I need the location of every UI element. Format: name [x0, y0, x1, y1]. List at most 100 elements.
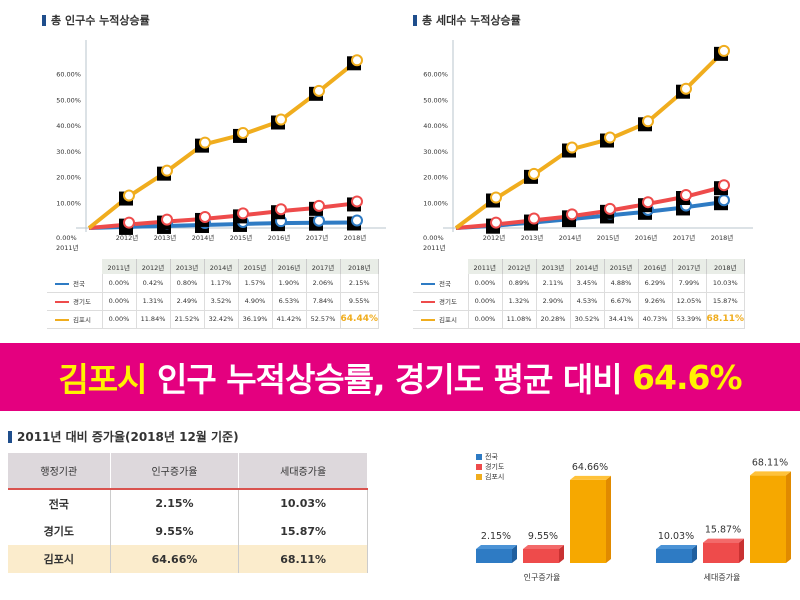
year-header: 2015년 — [238, 259, 273, 274]
table-cell: 1.32% — [502, 292, 537, 311]
table-cell: 0.00% — [468, 292, 503, 311]
bar-side — [692, 545, 697, 563]
table-cell: 1.17% — [204, 274, 239, 293]
bar-front — [703, 542, 739, 563]
year-header: 2011년 — [102, 259, 137, 274]
legend-line-icon — [55, 319, 69, 321]
data-point — [199, 210, 211, 223]
header-population-rate: 인구증가율 — [110, 453, 240, 490]
data-point — [528, 167, 540, 180]
data-point — [642, 115, 654, 128]
data-point — [351, 195, 363, 208]
table-cell: 6.29% — [638, 274, 673, 293]
legend-line-icon — [55, 282, 69, 285]
row-household-rate: 68.11% — [238, 545, 368, 573]
table-cell: 0.89% — [502, 274, 537, 293]
bar-front — [570, 479, 606, 563]
table-row: 경기도 0.00% 1.31% 2.49% 3.52% 4.90% 6.53% 7.84% 9.… — [47, 292, 379, 311]
data-point — [490, 191, 502, 204]
year-header: 2012년 — [502, 259, 537, 274]
table-cell: 7.84% — [306, 292, 341, 311]
table-cell: 1.57% — [238, 274, 273, 293]
bar-top — [656, 545, 697, 549]
year-header: 2016년 — [638, 259, 673, 274]
data-point — [680, 189, 692, 202]
summary-table: 행정기관 인구증가율 세대증가율 전국 2.15% 10.03% 경기도 9.5… — [8, 453, 368, 573]
household-chart-title: 총 세대수 누적상승률 — [413, 12, 521, 28]
x-tick-label: 2015년 — [230, 233, 253, 242]
data-point — [566, 141, 578, 154]
table-cell: 10.03% — [706, 274, 745, 293]
y-tick-label: 10.00% — [423, 199, 448, 207]
data-point — [642, 196, 654, 209]
table-cell: 36.19% — [238, 310, 273, 329]
category-label: 인구증가율 — [524, 572, 561, 582]
x-tick-label: 2017년 — [306, 233, 329, 242]
population-line-chart: 10.00% 20.00% 30.00% 40.00% 50.00% 60.00% 0.00… — [56, 40, 386, 252]
data-point — [680, 82, 692, 95]
data-point — [604, 131, 616, 144]
bar-front — [476, 549, 512, 563]
series-label: 경기도 — [413, 292, 469, 311]
headline-banner: 김포시 인구 누적상승률, 경기도 평균 대비 64.6% — [0, 343, 800, 411]
y-tick-label: 30.00% — [56, 148, 81, 156]
row-population-rate: 64.66% — [110, 545, 240, 573]
legend-line-icon — [421, 282, 435, 285]
table-cell: 32.42% — [204, 310, 239, 329]
row-population-rate: 2.15% — [110, 489, 240, 517]
table-cell: 3.52% — [204, 292, 239, 311]
year-header: 2018년 — [706, 259, 745, 274]
bar-side — [512, 545, 517, 563]
legend-line-icon — [421, 301, 435, 303]
y-tick-label: 40.00% — [423, 122, 448, 130]
bar-value-label: 68.11% — [752, 457, 788, 468]
year-header: 2013년 — [536, 259, 571, 274]
table-cell: 4.88% — [604, 274, 639, 293]
table-cell: 9.26% — [638, 292, 673, 311]
population-data-table: 2011년 2012년 2013년 2014년 2015년 2016년 2017년 2018년… — [47, 259, 379, 329]
summary-header-row: 행정기관 인구증가율 세대증가율 — [8, 453, 368, 490]
table-cell: 0.00% — [468, 310, 503, 329]
data-point — [123, 216, 135, 229]
data-point — [718, 194, 730, 207]
year-header-row: 2011년 2012년 2013년 2014년 2015년 2016년 2017년 2018년 — [47, 259, 379, 274]
table-cell: 20.28% — [536, 310, 571, 329]
table-cell: 2.15% — [340, 274, 379, 293]
bar-top — [476, 545, 517, 549]
data-point — [199, 136, 211, 149]
table-cell: 52.57% — [306, 310, 341, 329]
data-point — [275, 203, 287, 216]
row-agency: 김포시 — [8, 545, 111, 573]
data-point — [237, 207, 249, 220]
y-tick-label: 40.00% — [56, 122, 81, 130]
table-cell: 2.49% — [170, 292, 205, 311]
data-point — [313, 84, 325, 97]
legend-line-icon — [421, 319, 435, 321]
data-point — [237, 126, 249, 139]
growth-3d-bar-chart: 2.15% 9.55% 64.66% 인구증가율 10.03% 15.87% 68.11% 세… — [476, 457, 791, 582]
table-cell: 40.73% — [638, 310, 673, 329]
data-point — [161, 213, 173, 226]
category-label: 세대증가율 — [704, 573, 741, 582]
data-point — [161, 164, 173, 177]
year-header: 2014년 — [570, 259, 605, 274]
x-tick-label: 2011년 — [56, 243, 79, 252]
series-label: 김포시 — [47, 310, 103, 329]
summary-title: 2011년 대비 증가율(2018년 12월 기준) — [8, 428, 239, 445]
bar-value-label: 10.03% — [658, 531, 694, 542]
title-bar-icon — [413, 14, 417, 26]
y-tick-label: 60.00% — [56, 71, 81, 79]
table-cell: 21.52% — [170, 310, 205, 329]
table-cell: 6.67% — [604, 292, 639, 311]
banner-city: 김포시 — [58, 360, 147, 399]
x-tick-label: 2012년 — [483, 233, 506, 242]
population-chart-title: 총 인구수 누적상승률 — [42, 12, 150, 28]
x-tick-label: 2013년 — [521, 233, 544, 242]
legend-swatch — [476, 474, 482, 480]
bar-top — [750, 471, 791, 476]
data-point — [718, 179, 730, 192]
year-header: 2017년 — [306, 259, 341, 274]
bar-top — [703, 538, 744, 543]
x-tick-label: 2013년 — [154, 233, 177, 242]
table-cell: 7.99% — [672, 274, 707, 293]
